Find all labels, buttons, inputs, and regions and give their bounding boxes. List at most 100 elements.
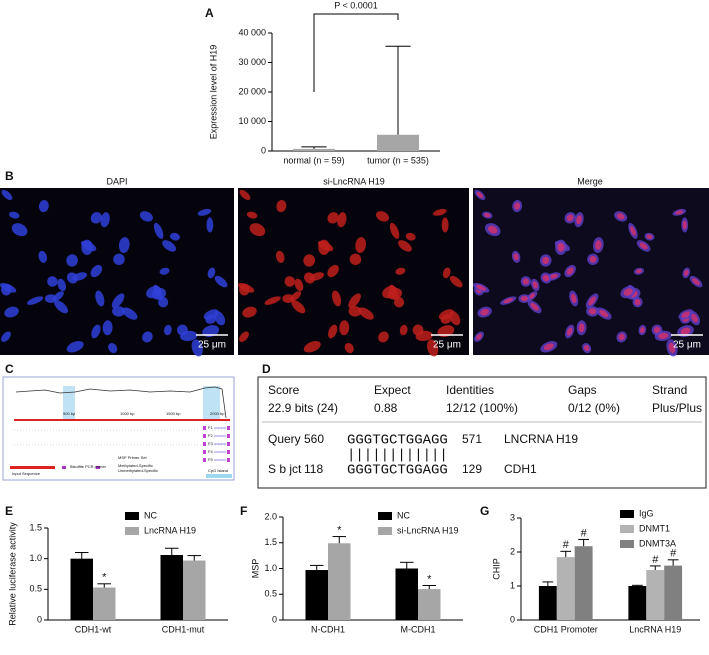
cell [246,211,258,219]
primer-box [227,426,230,430]
cell [449,275,463,288]
cell [191,339,203,357]
cell-nucleus [570,293,577,304]
primer-box [203,450,206,454]
primer-box [227,450,230,454]
cell [355,237,366,254]
y-tick-label: 0 [510,614,515,624]
legend-swatch [125,527,139,535]
cell-nucleus [476,333,482,340]
cell [38,250,47,263]
cell-nucleus [484,212,491,218]
cell [4,306,19,318]
cell [339,320,350,336]
alignment-query: GGGTGCTGGAGG [347,433,448,449]
scale-label: 25 μm [198,340,226,351]
x-tick-label: CDH1-wt [75,624,112,634]
primer-mark [96,466,100,469]
cell [57,278,67,292]
cell-nucleus [635,269,642,274]
cell [303,254,316,267]
x-tick-label: CDH1 Promoter [534,624,598,634]
error-bar [560,550,572,558]
column-value: 0/12 (0%) [568,401,620,415]
track-label: Unmethylated-Specific [118,468,158,473]
column-header: Identities [446,383,494,397]
cell-nucleus [532,281,538,289]
y-axis-label: Relative luciferase activity [7,522,17,626]
y-tick-label: 0 [37,614,42,624]
legend-swatch [378,512,392,520]
error-bar [97,583,111,588]
significance-mark: # [670,548,677,560]
cell-nucleus [513,253,519,261]
y-axis-label: Expression level of H19 [208,45,218,140]
alignment-frame [257,376,707,489]
cell-nucleus [588,308,597,315]
column-header: Strand [652,383,687,397]
alignment-subject: GGGTGCTGGAGG [347,463,448,479]
error-bar [187,555,201,561]
cell [242,306,257,318]
panel-label: A [205,6,214,20]
cell-nucleus [616,213,625,220]
cell [66,272,78,284]
cell [207,267,216,279]
cell [81,239,93,255]
y-tick-label: 1.0 [264,563,277,573]
scale-label: 25 μm [433,340,461,351]
cell-nucleus [634,299,641,306]
cell-nucleus [522,278,529,285]
cell [100,212,110,228]
cell [153,222,164,239]
cell-nucleus [682,220,687,230]
track-label: Bisulfite PCR primer [70,464,107,469]
cell-nucleus [639,242,648,250]
legend-swatch [378,527,392,535]
cell-nucleus [653,326,661,334]
annotation: P < 0.0001 [334,0,378,10]
cell-nucleus [566,327,573,336]
y-tick-label: 0 [272,614,277,624]
cell-nucleus [680,327,691,335]
alignment-subject: 129 [462,462,482,476]
significance-mark: * [337,524,342,536]
primer-mark [62,466,66,469]
cell-nucleus [640,326,645,334]
cell-nucleus [576,215,582,225]
cell-nucleus [675,210,684,215]
primer-box [227,434,230,438]
cell-nucleus [589,255,597,263]
cell-nucleus [488,225,498,234]
cell [337,212,347,228]
legend-swatch [620,525,634,533]
image-label: DAPI [106,176,127,186]
cell [442,267,451,279]
cell [202,325,220,338]
x-tick-label: CDH1-mut [162,624,205,634]
significance-mark: # [563,539,570,551]
cell [164,324,172,336]
column-value: 0.88 [374,401,398,415]
bar [574,546,593,620]
cell [437,325,455,338]
cell [264,296,281,305]
island-bar [206,474,232,478]
cell-nucleus [583,345,590,352]
cell [158,296,169,308]
bar [556,557,575,620]
cell [159,267,170,275]
cell [180,330,198,342]
cell [111,293,125,309]
cell [303,341,321,353]
cell-nucleus [684,269,689,277]
bar [70,558,93,620]
legend-swatch [620,510,634,518]
cell [291,300,306,314]
coverage-line [15,386,227,419]
y-tick-label: 2.0 [264,511,277,521]
cell [214,311,226,326]
y-axis-label: CHIP [491,558,501,580]
column-header: Expect [374,383,411,397]
cell [349,253,362,266]
